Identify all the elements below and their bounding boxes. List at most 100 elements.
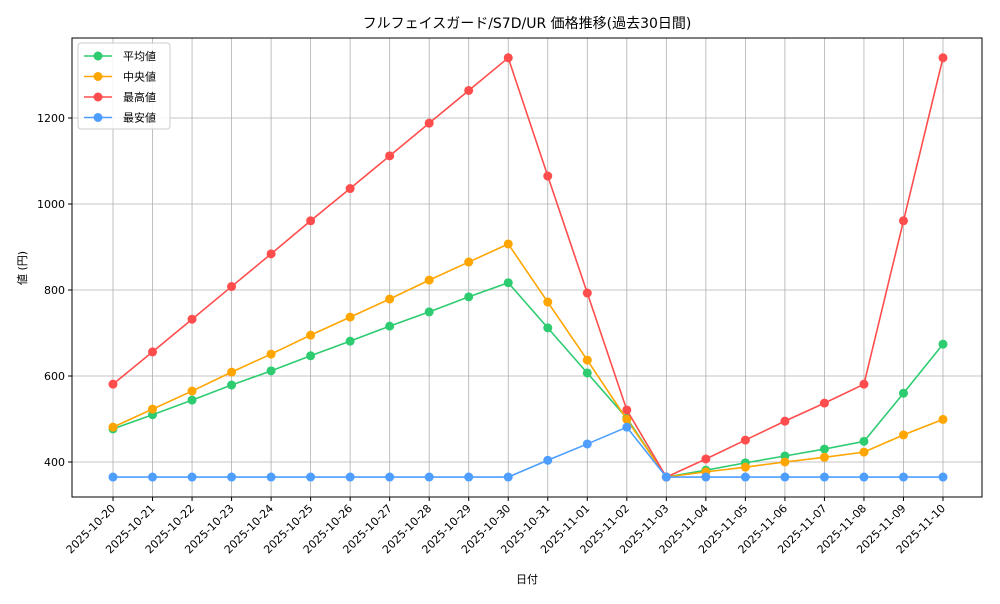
legend-label: 最安値 bbox=[123, 111, 156, 125]
data-point bbox=[819, 472, 829, 482]
data-point bbox=[227, 367, 237, 377]
series-line bbox=[112, 242, 944, 478]
y-tick-label: 600 bbox=[44, 370, 65, 383]
plot-frame bbox=[71, 37, 983, 498]
data-point bbox=[938, 339, 948, 349]
data-point bbox=[898, 388, 908, 398]
data-point bbox=[819, 444, 829, 454]
data-point bbox=[187, 386, 197, 396]
data-point bbox=[187, 472, 197, 482]
legend-marker bbox=[93, 72, 103, 81]
data-point bbox=[266, 349, 276, 359]
data-point bbox=[701, 472, 711, 482]
data-point bbox=[898, 472, 908, 482]
data-point bbox=[464, 292, 474, 302]
data-point bbox=[543, 323, 553, 333]
y-tick-label: 800 bbox=[44, 284, 65, 297]
data-point bbox=[938, 53, 948, 63]
data-point bbox=[859, 379, 869, 389]
data-point bbox=[740, 462, 750, 472]
data-point bbox=[859, 436, 869, 446]
legend-label: 最高値 bbox=[123, 90, 156, 104]
data-point bbox=[938, 414, 948, 424]
data-point bbox=[622, 405, 632, 415]
data-point bbox=[819, 398, 829, 408]
legend-marker bbox=[93, 92, 103, 102]
data-point bbox=[148, 472, 158, 482]
data-point bbox=[543, 297, 553, 307]
series-3 bbox=[108, 422, 948, 482]
y-tick-label: 1000 bbox=[37, 198, 65, 211]
legend-label: 中央値 bbox=[123, 71, 156, 84]
data-point bbox=[543, 455, 553, 465]
data-point bbox=[503, 239, 513, 249]
data-point bbox=[306, 472, 316, 482]
legend-label: 平均値 bbox=[123, 50, 156, 63]
data-point bbox=[227, 380, 237, 390]
data-point bbox=[306, 216, 316, 226]
data-point bbox=[780, 457, 790, 467]
data-point bbox=[424, 307, 434, 317]
data-point bbox=[740, 435, 750, 445]
series-line bbox=[112, 281, 944, 478]
data-point bbox=[582, 288, 592, 298]
data-point bbox=[424, 275, 434, 285]
data-point bbox=[345, 336, 355, 346]
data-point bbox=[108, 379, 118, 389]
chart-title: フルフェイスガード/S7D/UR 価格推移(過去30日間) bbox=[363, 16, 692, 32]
x-axis-ticks: 2025-10-202025-10-212025-10-222025-10-23… bbox=[64, 497, 948, 556]
data-point bbox=[385, 151, 395, 161]
data-point bbox=[385, 294, 395, 304]
data-point bbox=[503, 278, 513, 288]
data-point bbox=[385, 472, 395, 482]
data-point bbox=[780, 416, 790, 426]
y-axis-ticks: 400 600 800 1000 1200 bbox=[37, 112, 72, 469]
legend-marker bbox=[93, 113, 103, 122]
data-point bbox=[819, 452, 829, 462]
series-0 bbox=[108, 278, 948, 482]
data-point bbox=[108, 422, 118, 432]
data-point bbox=[306, 351, 316, 361]
data-point bbox=[266, 249, 276, 259]
data-point bbox=[938, 472, 948, 482]
series-line bbox=[113, 426, 943, 478]
data-point bbox=[582, 355, 592, 365]
series-1 bbox=[108, 239, 948, 482]
data-point bbox=[582, 368, 592, 378]
data-point bbox=[464, 85, 474, 95]
data-point bbox=[780, 472, 790, 482]
data-point bbox=[582, 439, 592, 449]
data-point bbox=[424, 472, 434, 482]
data-point bbox=[740, 472, 750, 482]
series-group bbox=[108, 53, 948, 482]
data-point bbox=[227, 282, 237, 292]
data-point bbox=[622, 422, 632, 432]
data-point bbox=[543, 171, 553, 181]
data-point bbox=[661, 472, 671, 482]
y-tick-label: 1200 bbox=[37, 112, 65, 125]
data-point bbox=[227, 472, 237, 482]
x-axis-label: 日付 bbox=[516, 573, 538, 586]
data-point bbox=[503, 53, 513, 63]
data-point bbox=[187, 314, 197, 324]
data-point bbox=[385, 321, 395, 331]
data-point bbox=[345, 312, 355, 322]
data-point bbox=[345, 184, 355, 194]
data-point bbox=[464, 257, 474, 267]
data-point bbox=[622, 414, 632, 424]
data-point bbox=[898, 430, 908, 440]
y-tick-label: 400 bbox=[44, 456, 65, 469]
data-point bbox=[306, 330, 316, 340]
series-2 bbox=[108, 53, 948, 482]
data-point bbox=[898, 216, 908, 226]
legend-box bbox=[77, 42, 171, 130]
data-point bbox=[266, 366, 276, 376]
data-point bbox=[859, 472, 869, 482]
y-axis-label: 値 (円) bbox=[16, 251, 29, 285]
data-point bbox=[424, 118, 434, 128]
data-point bbox=[859, 447, 869, 457]
legend-marker bbox=[93, 51, 103, 61]
data-point bbox=[464, 472, 474, 482]
